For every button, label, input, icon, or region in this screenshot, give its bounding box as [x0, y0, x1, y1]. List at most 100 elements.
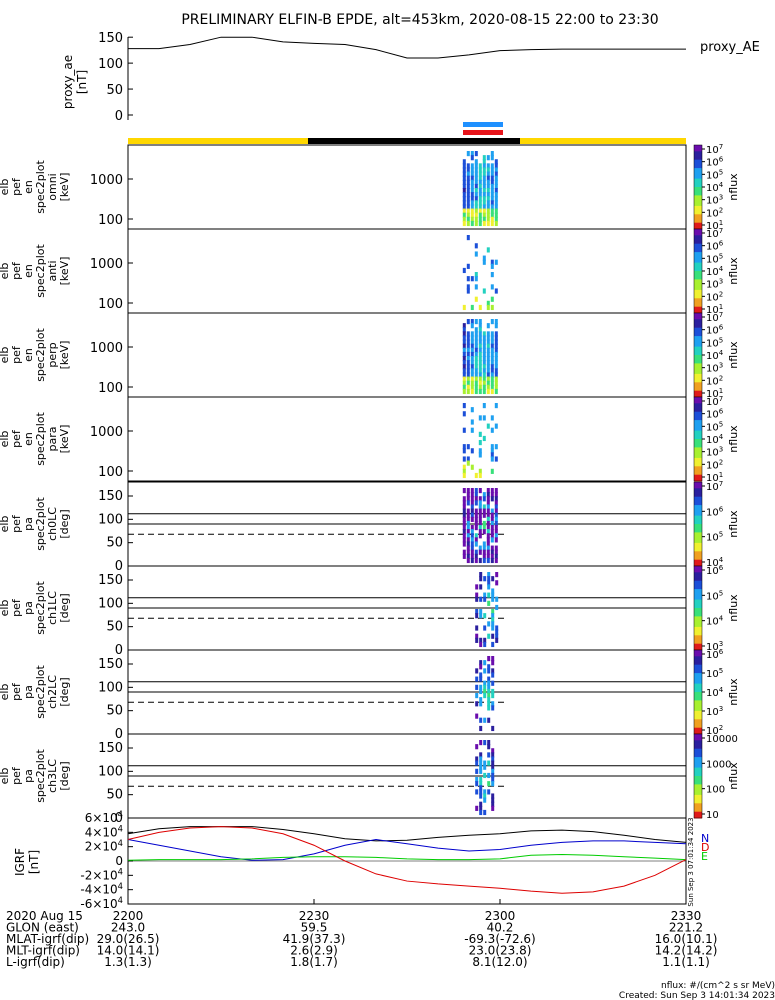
heat-cell-perp [486, 351, 490, 358]
heat-cell-ch0LC [494, 488, 498, 494]
heat-cell-perp [474, 360, 478, 366]
heat-cell-para [494, 444, 498, 450]
colorbar-cell-anti [694, 237, 702, 240]
colorbar-label-ch3LC: nflux [727, 762, 740, 790]
heat-cell-omni [482, 175, 486, 181]
heat-cell-perp [494, 364, 498, 370]
colorbar-cell-omni [694, 157, 702, 161]
colorbar-cell-ch3LC [694, 784, 702, 787]
heat-cell-ch0LC [486, 545, 490, 551]
heat-cell-ch0LC [470, 492, 474, 498]
colorbar-cell-ch1LC [694, 629, 702, 632]
ephem-row-value: 29.0(26.5) [97, 932, 160, 946]
heat-cell-ch1LC [495, 637, 499, 643]
heat-cell-perp [462, 364, 466, 370]
igrf-d-line [127, 826, 687, 894]
colorbar-cell-ch2LC [694, 656, 702, 659]
heat-cell-ch0LC [478, 549, 482, 555]
colorbar-cell-ch0LC [694, 509, 702, 512]
heat-cell-ch0LC [474, 541, 478, 547]
heat-cell-ch1LC [487, 576, 491, 582]
heat-cell-para [490, 444, 494, 450]
colorbar-cell-ch3LC [694, 815, 702, 819]
heat-cell-omni [470, 151, 474, 157]
heat-cell-ch0LC [466, 553, 470, 559]
heat-cell-ch3LC [483, 793, 487, 799]
colorbar-cell-para [694, 422, 702, 425]
panel-frame-omni [127, 144, 687, 230]
heat-cell-perp [470, 380, 474, 386]
heat-cell-ch0LC [490, 525, 494, 531]
heat-cell-ch0LC [490, 488, 494, 494]
heat-cell-ch0LC [494, 516, 498, 522]
heat-cell-anti [474, 243, 478, 249]
heat-cell-ch0LC [482, 525, 486, 531]
colorbar-cell-ch2LC [694, 731, 702, 735]
heat-cell-para [474, 472, 478, 479]
colorbar-cell-ch3LC [694, 759, 702, 762]
heat-cell-ch0LC [470, 553, 474, 559]
colorbar-cell-ch3LC [694, 773, 702, 777]
colorbar-cell-ch2LC [694, 679, 702, 682]
heat-cell-para [490, 452, 494, 458]
heat-cell-anti [482, 259, 486, 265]
colorbar-cell-para [694, 451, 702, 455]
heat-cell-omni [474, 208, 478, 214]
heat-cell-perp [466, 347, 470, 353]
colorbar-tick-label-ch2LC: 106 [706, 648, 724, 661]
heat-cell-ch0LC [486, 516, 490, 522]
colorbar-cell-ch0LC [694, 517, 702, 521]
heat-cell-omni [490, 175, 494, 181]
colorbar-cell-omni [694, 203, 702, 207]
panel-frame-anti [127, 228, 687, 314]
heat-cell-perp [462, 376, 466, 382]
heat-cell-ch1LC [479, 637, 483, 643]
heat-cell-perp [486, 376, 490, 382]
heat-cell-perp [466, 372, 470, 378]
heat-cell-ch2LC [479, 684, 483, 690]
ephem-row-value: 221.2 [669, 921, 703, 935]
heat-cell-omni [494, 183, 498, 190]
heat-cell-ch3LC [475, 781, 479, 787]
colorbar-tick-label-anti: 103 [706, 278, 723, 291]
heat-cell-perp [466, 319, 470, 325]
heat-cell-ch0LC [482, 520, 486, 527]
heat-cell-para [482, 435, 486, 442]
heat-cell-omni [466, 204, 470, 210]
heat-cell-ch0LC [490, 557, 494, 564]
heat-cell-ch1LC [479, 641, 483, 648]
colorbar-cell-ch3LC [694, 780, 702, 783]
heat-cell-ch0LC [486, 529, 490, 535]
heat-cell-omni [482, 192, 486, 198]
heat-cell-para [486, 423, 490, 429]
heat-cell-ch3LC [487, 772, 491, 779]
heat-cell-ch0LC [470, 508, 474, 514]
heat-cell-omni [470, 192, 474, 198]
colorbar-cell-anti [694, 277, 702, 280]
heat-cell-ch0LC [494, 529, 498, 535]
heat-cell-anti [490, 304, 494, 311]
heat-cell-perp [470, 351, 474, 358]
heat-cell-ch0LC [490, 516, 494, 522]
heat-cell-perp [494, 331, 498, 337]
heat-cell-ch0LC [470, 557, 474, 564]
colorbar-cell-ch0LC [694, 532, 702, 535]
heat-cell-ch3LC [487, 789, 491, 795]
colorbar-cell-para [694, 411, 702, 415]
colorbar-cell-ch2LC [694, 666, 702, 670]
heat-cell-anti [474, 272, 478, 278]
colorbar-cell-perp [694, 384, 702, 387]
colorbar-cell-ch1LC [694, 570, 702, 573]
ae-ytick-label: 0 [115, 109, 123, 124]
colorbar-cell-perp [694, 342, 702, 345]
heat-cell-ch2LC [483, 680, 487, 686]
colorbar-cell-ch2LC [694, 713, 702, 716]
colorbar-cell-ch2LC [694, 654, 702, 657]
heat-cell-ch0LC [486, 549, 490, 555]
heat-cell-perp [482, 331, 486, 337]
heat-cell-ch0LC [482, 529, 486, 535]
colorbar-cell-ch3LC [694, 757, 702, 760]
colorbar-cell-ch1LC [694, 631, 702, 634]
heat-cell-ch0LC [466, 529, 470, 535]
colorbar-cell-ch3LC [694, 755, 702, 758]
